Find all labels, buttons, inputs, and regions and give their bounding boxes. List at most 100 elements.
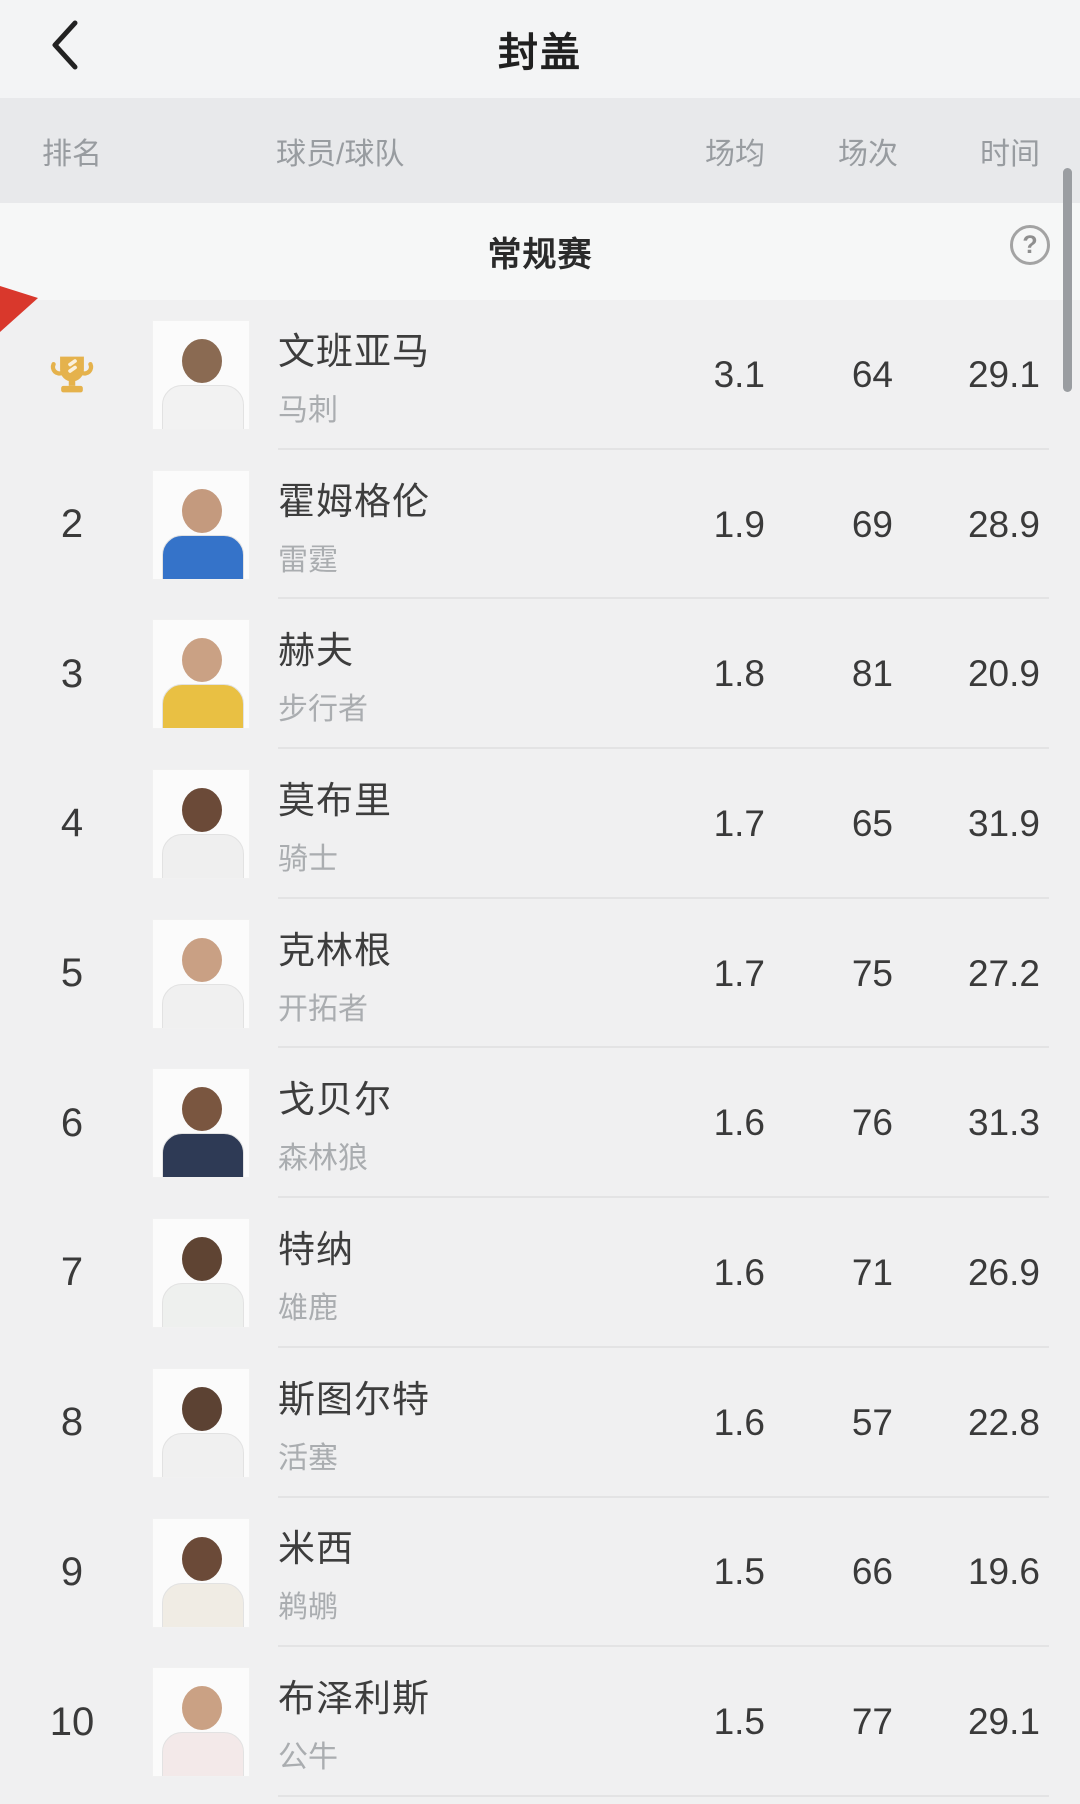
rank-cell: 4: [60, 801, 84, 846]
player-team: 森林狼: [278, 1142, 368, 1176]
trophy-icon: [46, 349, 98, 401]
table-row[interactable]: 文班亚马 马刺 3.1 64 29.1: [0, 300, 1080, 450]
player-team: 开拓者: [278, 992, 368, 1026]
rank-cell: 7: [60, 1250, 84, 1295]
player-info: 戈贝尔 森林狼: [278, 1048, 392, 1198]
player-photo: [152, 769, 250, 880]
player-head: [182, 1237, 222, 1282]
stat-games: 71: [851, 1251, 893, 1293]
stat-per-game: 1.5: [713, 1551, 765, 1593]
rank-cell: 6: [60, 1100, 84, 1145]
player-name: 霍姆格伦: [278, 480, 430, 522]
table-row[interactable]: 5 克林根 开拓者 1.7 75 27.2: [0, 899, 1080, 1049]
player-head: [182, 488, 222, 533]
stat-per-game: 3.1: [713, 353, 765, 395]
rank-cell: 8: [60, 1400, 84, 1445]
stat-minutes: 27.2: [967, 952, 1040, 994]
stat-per-game: 1.6: [713, 1401, 765, 1443]
stat-per-game: 1.6: [713, 1102, 765, 1144]
player-jersey: [162, 1133, 244, 1178]
player-info: 米西 鹈鹕: [278, 1498, 354, 1648]
rank-cell: 9: [60, 1549, 84, 1594]
player-info: 布泽利斯 公牛: [278, 1647, 430, 1797]
season-section: 常规赛 ?: [0, 203, 1080, 300]
player-team: 马刺: [278, 393, 338, 427]
season-label: 常规赛: [487, 236, 593, 274]
table-header: 排名 球员/球队 场均 场次 时间: [0, 98, 1080, 203]
rank-cell: [0, 300, 144, 450]
player-head: [182, 1536, 222, 1581]
player-info: 特纳 雄鹿: [278, 1198, 354, 1348]
stat-minutes: 20.9: [967, 653, 1040, 695]
top-nav: 封盖: [0, 0, 1080, 98]
scrollbar-thumb[interactable]: [1063, 168, 1072, 392]
player-jersey: [162, 834, 244, 879]
stat-minutes: 28.9: [967, 503, 1040, 545]
player-name: 文班亚马: [278, 330, 430, 372]
stat-games: 64: [851, 353, 893, 395]
stat-per-game: 1.9: [713, 503, 765, 545]
player-photo: [152, 320, 250, 430]
stat-games: 57: [851, 1401, 893, 1443]
stat-games: 69: [851, 503, 893, 545]
stat-games: 77: [851, 1701, 893, 1743]
back-button[interactable]: [36, 12, 92, 82]
header-minutes: 时间: [980, 137, 1040, 171]
table-row[interactable]: 7 特纳 雄鹿 1.6 71 26.9: [0, 1198, 1080, 1348]
table-row[interactable]: 3 赫夫 步行者 1.8 81 20.9: [0, 599, 1080, 749]
player-head: [182, 638, 222, 683]
stat-per-game: 1.8: [713, 653, 765, 695]
header-rank: 排名: [42, 137, 102, 171]
stat-minutes: 29.1: [967, 1701, 1040, 1743]
player-info: 克林根 开拓者: [278, 899, 392, 1049]
stat-games: 81: [851, 653, 893, 695]
stat-minutes: 29.1: [967, 353, 1040, 395]
player-photo: [152, 1517, 250, 1628]
player-photo: [152, 1367, 250, 1478]
page-title: 封盖: [498, 31, 582, 75]
player-name: 斯图尔特: [278, 1378, 430, 1420]
player-head: [182, 339, 222, 383]
player-photo: [152, 918, 250, 1029]
player-jersey: [162, 534, 244, 579]
player-jersey: [162, 1582, 244, 1627]
question-mark-icon: ?: [1022, 230, 1038, 259]
header-player-team: 球员/球队: [276, 137, 405, 171]
player-name: 特纳: [278, 1228, 354, 1270]
player-team: 鹈鹕: [278, 1591, 338, 1625]
stat-minutes: 22.8: [967, 1401, 1040, 1443]
table-row[interactable]: 8 斯图尔特 活塞 1.6 57 22.8: [0, 1348, 1080, 1498]
player-info: 赫夫 步行者: [278, 599, 368, 749]
help-button[interactable]: ?: [1010, 225, 1050, 265]
stat-minutes: 26.9: [967, 1251, 1040, 1293]
player-head: [182, 1087, 222, 1132]
player-head: [182, 1686, 222, 1731]
stat-games: 76: [851, 1102, 893, 1144]
stat-per-game: 1.7: [713, 952, 765, 994]
table-row[interactable]: 6 戈贝尔 森林狼 1.6 76 31.3: [0, 1048, 1080, 1198]
player-team: 雷霆: [278, 543, 338, 577]
player-jersey: [162, 385, 244, 429]
player-team: 骑士: [278, 842, 338, 876]
player-info: 文班亚马 马刺: [278, 300, 430, 450]
stat-minutes: 31.9: [967, 802, 1040, 844]
player-info: 莫布里 骑士: [278, 749, 392, 899]
table-row[interactable]: 4 莫布里 骑士 1.7 65 31.9: [0, 749, 1080, 899]
rank-cell: 3: [60, 651, 84, 696]
stat-per-game: 1.5: [713, 1701, 765, 1743]
chevron-left-icon: [47, 19, 81, 76]
stat-games: 75: [851, 952, 893, 994]
stat-games: 65: [851, 802, 893, 844]
player-info: 霍姆格伦 雷霆: [278, 450, 430, 600]
stat-minutes: 19.6: [967, 1551, 1040, 1593]
table-row[interactable]: 10 布泽利斯 公牛 1.5 77 29.1: [0, 1647, 1080, 1797]
player-photo: [152, 1667, 250, 1778]
player-photo: [152, 619, 250, 730]
table-row[interactable]: 2 霍姆格伦 雷霆 1.9 69 28.9: [0, 450, 1080, 600]
player-team: 活塞: [278, 1441, 338, 1475]
player-name: 戈贝尔: [278, 1079, 392, 1121]
table-row[interactable]: 9 米西 鹈鹕 1.5 66 19.6: [0, 1498, 1080, 1648]
player-info: 斯图尔特 活塞: [278, 1348, 430, 1498]
player-photo: [152, 469, 250, 580]
